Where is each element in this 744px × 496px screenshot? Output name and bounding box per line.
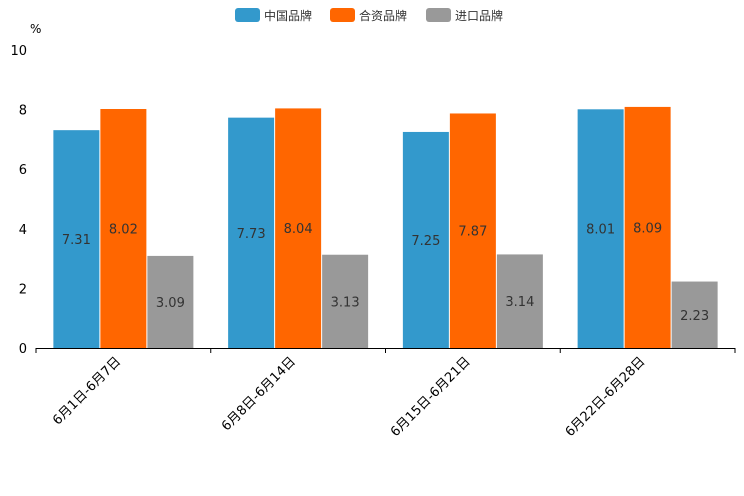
bar-value-label: 3.13 <box>331 295 360 310</box>
bar <box>449 113 496 348</box>
bar <box>496 254 543 348</box>
bar-value-label: 3.09 <box>156 296 185 311</box>
bar <box>53 130 100 348</box>
legend-swatch <box>426 8 451 22</box>
y-tick-label: 10 <box>10 44 27 59</box>
bar <box>275 108 322 349</box>
legend-label: 合资品牌 <box>359 8 407 23</box>
bar-value-label: 8.02 <box>109 223 138 238</box>
y-tick-label: 8 <box>19 104 27 119</box>
bar <box>671 281 718 348</box>
legend-label: 进口品牌 <box>455 9 503 23</box>
bars <box>53 106 718 349</box>
bar-value-label: 8.09 <box>633 221 662 236</box>
data-labels: 7.31 8.02 3.09 7.73 8.04 3.13 7.25 7.87 3.14 8.01… <box>62 221 709 323</box>
bar-value-label: 2.23 <box>680 309 709 324</box>
bar-value-label: 7.87 <box>458 225 487 240</box>
bar <box>100 109 147 348</box>
y-tick-label: 6 <box>19 163 27 178</box>
bar-value-label: 3.14 <box>505 295 534 310</box>
y-tick-label: 0 <box>19 342 27 357</box>
bar-value-label: 7.73 <box>237 227 266 242</box>
bar <box>228 117 275 348</box>
x-category-label: 6月8日-6月14日 <box>219 354 299 434</box>
legend: 中国品牌 合资品牌 进口品牌 <box>235 8 503 23</box>
x-category-label: 6月22日-6月28日 <box>563 354 649 440</box>
bar-value-label: 7.25 <box>411 234 440 249</box>
bar <box>402 131 449 348</box>
x-category-label: 6月1日-6月7日 <box>50 354 124 428</box>
bar-value-label: 8.01 <box>586 223 615 238</box>
y-tick-label: 2 <box>19 282 27 297</box>
x-axis-ticks: 6月1日-6月7日 6月8日-6月14日 6月15日-6月21日 6月22日-6月28… <box>35 348 736 440</box>
legend-label: 中国品牌 <box>264 8 312 23</box>
y-tick-label: 4 <box>19 223 27 238</box>
bar <box>147 255 194 348</box>
bar <box>322 254 369 348</box>
y-axis-unit-label: % <box>30 22 41 36</box>
legend-swatch <box>235 8 260 22</box>
legend-swatch <box>330 8 355 22</box>
x-category-label: 6月15日-6月21日 <box>388 354 474 440</box>
bar-value-label: 8.04 <box>284 222 313 237</box>
bar <box>624 106 671 348</box>
bar <box>577 109 624 348</box>
bar-value-label: 7.31 <box>62 233 91 248</box>
y-axis-ticks: 0 2 4 6 8 10 <box>10 44 27 357</box>
